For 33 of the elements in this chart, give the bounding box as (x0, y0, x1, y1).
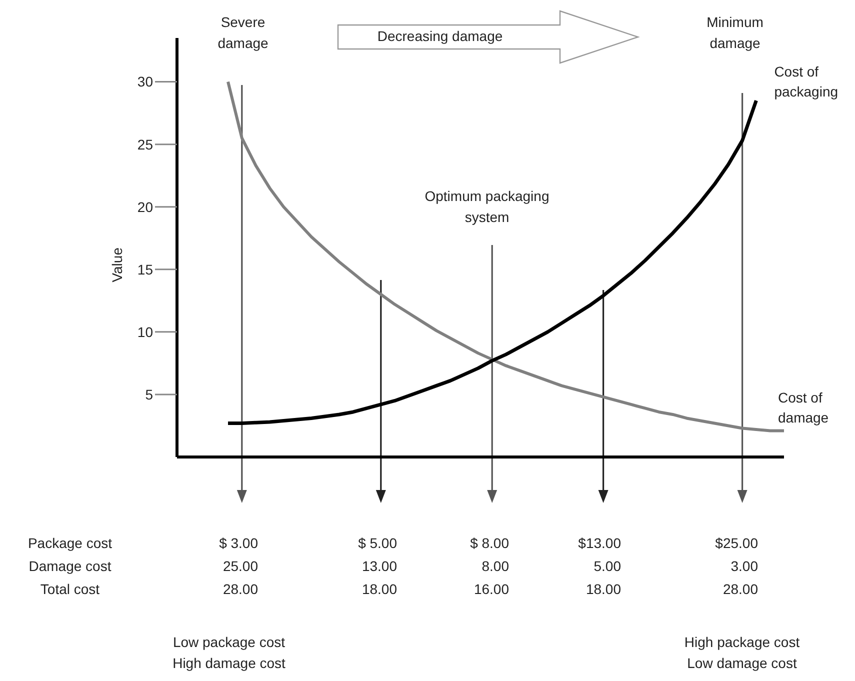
y-tick-label: 10 (137, 324, 154, 340)
text: 16.00 (474, 581, 509, 597)
text: 3.00 (730, 558, 758, 574)
series-label: Cost of damage (778, 390, 829, 426)
y-tick-label: 15 (137, 261, 154, 278)
text: High package cost Low damage cost (684, 634, 800, 671)
text: $ 3.00 (219, 535, 258, 551)
text: Damage cost (28, 558, 112, 574)
text: 18.00 (362, 581, 397, 597)
text: Low package cost High damage cost (172, 634, 286, 671)
text: 28.00 (222, 581, 258, 597)
annotation: Severe damage (218, 14, 268, 51)
y-axis-title: Value (108, 247, 125, 282)
y-tick-label: 30 (137, 74, 154, 90)
annotation: Optimum packaging system (424, 188, 550, 225)
text: Package cost (28, 535, 112, 551)
annotation: Decreasing damage (377, 28, 503, 44)
text: $ 5.00 (358, 535, 397, 551)
text: $25.00 (715, 535, 758, 551)
text: 28.00 (722, 581, 758, 597)
text: 5.00 (594, 558, 621, 574)
text: 13.00 (362, 558, 397, 574)
annotation: Minimum damage (706, 14, 764, 51)
y-tick-label: 25 (137, 136, 154, 152)
text: Total cost (40, 581, 100, 597)
series-label: Cost of packaging (774, 64, 838, 100)
text: $ 8.00 (470, 535, 509, 551)
text: 25.00 (222, 558, 258, 574)
y-tick-label: 5 (145, 386, 154, 402)
text: 8.00 (482, 558, 509, 574)
text: 18.00 (586, 581, 621, 597)
y-tick-label: 20 (137, 198, 154, 215)
text: $13.00 (578, 535, 621, 551)
